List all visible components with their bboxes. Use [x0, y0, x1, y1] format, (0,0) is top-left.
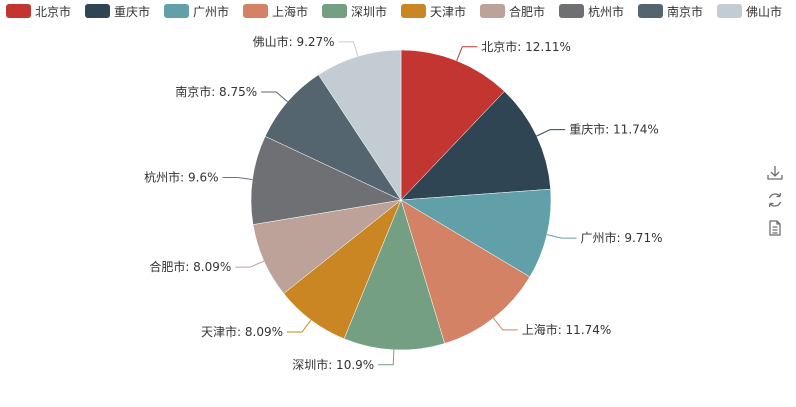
pie-slices	[250, 49, 552, 351]
legend-swatch	[480, 4, 505, 18]
slice-label: 合肥市: 8.09%	[149, 259, 231, 274]
legend-swatch	[638, 4, 663, 18]
legend-label: 杭州市	[588, 4, 624, 19]
slice-labels: 北京市: 12.11% 重庆市: 11.74% 广州市: 9.71% 上海市: 11.…	[144, 34, 662, 372]
pie-slice[interactable]	[400, 91, 551, 201]
legend-item[interactable]: 深圳市	[322, 4, 387, 19]
slice-label: 上海市: 11.74%	[522, 322, 612, 337]
toolbox	[766, 164, 784, 237]
legend-label: 广州市	[193, 4, 229, 19]
label-leader-line	[536, 129, 566, 137]
slice-label: 杭州市: 9.6%	[144, 170, 218, 185]
label-leader-line	[287, 319, 312, 333]
refresh-icon[interactable]	[766, 191, 784, 209]
legend-item[interactable]: 合肥市	[480, 4, 545, 19]
pie-slice[interactable]	[400, 188, 552, 278]
legend-label: 合肥市	[509, 4, 545, 19]
label-leader-line	[546, 234, 577, 239]
legend-swatch	[322, 4, 347, 18]
legend-label: 上海市	[272, 4, 308, 19]
legend-label: 深圳市	[351, 4, 387, 19]
legend-item[interactable]: 广州市	[164, 4, 229, 19]
label-leader-line	[222, 177, 253, 180]
label-leader-line	[338, 41, 359, 57]
legend-swatch	[401, 4, 426, 18]
download-icon[interactable]	[766, 164, 784, 182]
legend-label: 南京市	[667, 4, 703, 19]
legend-item[interactable]: 上海市	[243, 4, 308, 19]
legend-swatch	[243, 4, 268, 18]
legend-label: 重庆市	[114, 4, 150, 19]
pie-slice[interactable]	[264, 74, 402, 201]
data-view-icon[interactable]	[766, 219, 784, 237]
pie-slice[interactable]	[318, 49, 402, 201]
legend-label: 天津市	[430, 4, 466, 19]
label-leader-line	[456, 46, 478, 61]
slice-label: 广州市: 9.71%	[581, 230, 663, 245]
legend: 北京市 重庆市 广州市 上海市 深圳市 天津市 合肥市 杭州市 南京市 佛山市	[6, 4, 782, 19]
pie-slice[interactable]	[400, 199, 531, 344]
legend-label: 佛山市	[746, 4, 782, 19]
label-leader-line	[235, 260, 265, 268]
legend-swatch	[6, 4, 31, 18]
slice-label: 佛山市: 9.27%	[253, 34, 335, 49]
legend-swatch	[717, 4, 742, 18]
legend-item[interactable]: 重庆市	[85, 4, 150, 19]
pie-slice[interactable]	[250, 135, 402, 225]
label-leader-lines	[222, 41, 577, 366]
slice-label: 北京市: 12.11%	[481, 39, 571, 54]
slice-label: 深圳市: 10.9%	[292, 357, 374, 372]
pie-slice[interactable]	[400, 49, 505, 201]
legend-item[interactable]: 杭州市	[559, 4, 624, 19]
legend-label: 北京市	[35, 4, 71, 19]
slice-label: 南京市: 8.75%	[175, 84, 257, 99]
legend-swatch	[559, 4, 584, 18]
legend-item[interactable]: 北京市	[6, 4, 71, 19]
label-leader-line	[261, 91, 288, 103]
slice-label: 天津市: 8.09%	[201, 324, 283, 339]
label-leader-line	[378, 349, 395, 366]
slice-label: 重庆市: 11.74%	[569, 122, 659, 137]
pie-slice[interactable]	[343, 199, 445, 351]
label-leader-line	[493, 317, 518, 331]
legend-item[interactable]: 南京市	[638, 4, 703, 19]
legend-swatch	[85, 4, 110, 18]
legend-item[interactable]: 佛山市	[717, 4, 782, 19]
legend-item[interactable]: 天津市	[401, 4, 466, 19]
legend-swatch	[164, 4, 189, 18]
